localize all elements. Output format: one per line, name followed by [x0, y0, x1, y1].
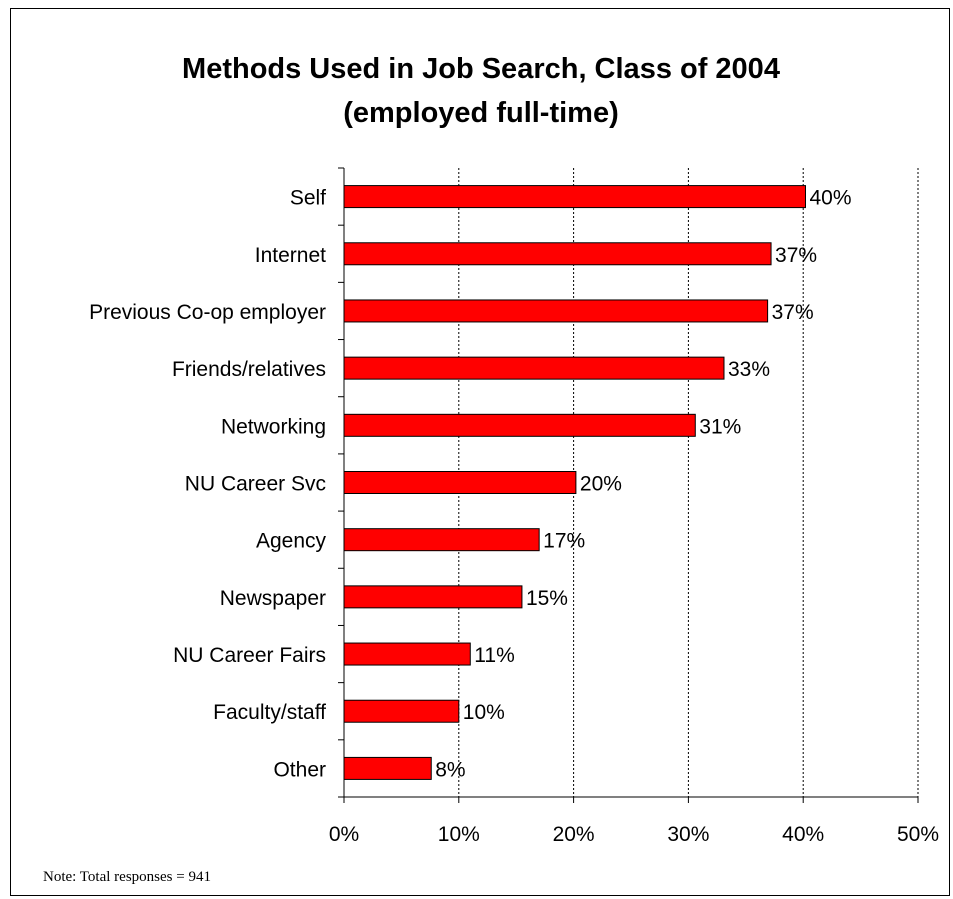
category-label-9: Faculty/staff [213, 701, 326, 724]
category-label-4: Networking [221, 415, 326, 438]
x-tick-label-20: 20% [553, 823, 595, 846]
bar-4 [343, 413, 696, 437]
bar-7 [343, 585, 523, 609]
category-label-3: Friends/relatives [172, 358, 326, 381]
category-label-2: Previous Co-op employer [89, 301, 326, 324]
bar-5 [343, 471, 577, 494]
x-tick-label-0: 0% [329, 823, 359, 846]
data-label-8: 11% [474, 644, 514, 667]
chart-title: Methods Used in Job Search, Class of 200… [11, 47, 951, 135]
bar-0 [343, 185, 806, 209]
bar-6 [343, 528, 540, 552]
bar-3 [343, 356, 725, 380]
data-label-4: 31% [699, 415, 741, 438]
chart-title-line-1: Methods Used in Job Search, Class of 200… [182, 53, 780, 85]
category-label-1: Internet [255, 244, 326, 267]
data-label-6: 17% [543, 530, 585, 553]
bar-10 [343, 756, 432, 780]
x-tick-label-50: 50% [897, 823, 939, 846]
data-label-7: 15% [526, 587, 568, 610]
category-label-0: Self [290, 187, 326, 210]
data-label-0: 40% [809, 187, 851, 210]
data-label-1: 37% [775, 244, 817, 267]
category-label-10: Other [273, 758, 326, 781]
bar-1 [343, 242, 772, 266]
chart-title-line-2: (employed full-time) [343, 97, 619, 129]
data-label-2: 37% [772, 301, 814, 324]
data-label-10: 8% [435, 758, 465, 781]
chart-frame: Methods Used in Job Search, Class of 200… [10, 8, 950, 896]
bar-2 [343, 299, 769, 323]
x-tick-label-30: 30% [667, 823, 709, 846]
category-label-5: NU Career Svc [185, 473, 326, 496]
category-label-8: NU Career Fairs [173, 644, 326, 667]
bar-9 [343, 699, 460, 723]
data-label-3: 33% [728, 358, 770, 381]
data-label-9: 10% [463, 701, 505, 724]
x-tick-label-10: 10% [438, 823, 480, 846]
data-label-5: 20% [580, 473, 622, 496]
x-tick-label-40: 40% [782, 823, 824, 846]
bar-8 [343, 642, 471, 666]
chart-note: Note: Total responses = 941 [43, 869, 211, 885]
category-label-7: Newspaper [220, 587, 326, 610]
category-label-6: Agency [256, 530, 327, 553]
